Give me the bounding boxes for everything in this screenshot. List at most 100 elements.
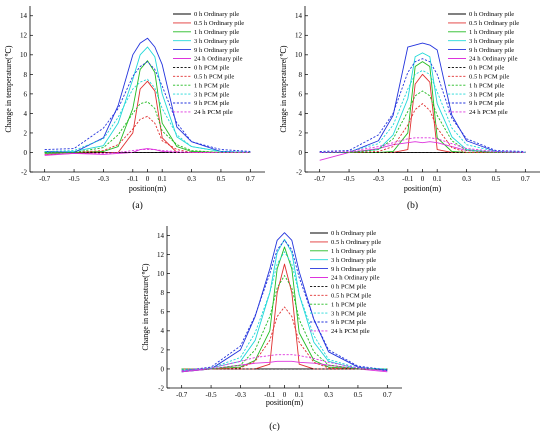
legend-label: 3 h PCM pile bbox=[331, 310, 366, 317]
chart-panel-c: -2 0 2 4 6 8 10 12 14 -0.7 -0.5 -0.3 -0.1 0 0.1 0.3 0.5 0… bbox=[141, 226, 402, 432]
y-tick-label: 10 bbox=[295, 51, 303, 59]
x-tick-label: -0.1 bbox=[264, 391, 276, 399]
x-axis-label: position(m) bbox=[404, 184, 442, 193]
legend-label: 0.5 h Ordinary pile bbox=[469, 20, 519, 27]
legend-label: 24 h Ordinary pile bbox=[469, 56, 518, 63]
x-tick-label: 0.7 bbox=[246, 175, 255, 183]
series-line bbox=[319, 58, 526, 152]
series-line bbox=[181, 306, 388, 370]
legend-label: 9 h PCM pile bbox=[469, 100, 504, 107]
legend-label: 9 h Ordinary pile bbox=[194, 47, 239, 54]
y-tick-label: 14 bbox=[20, 12, 28, 20]
x-tick-label: 0.3 bbox=[324, 391, 333, 399]
y-tick-label: 10 bbox=[20, 51, 28, 59]
legend-label: 9 h Ordinary pile bbox=[469, 47, 514, 54]
chart-panel-b: -2 0 2 4 6 8 10 12 14 -0.7 -0.5 -0.3 -0.1 0 0.1 0.3 0.5 0… bbox=[279, 6, 540, 211]
x-tick-label: 0.1 bbox=[295, 391, 304, 399]
legend-label: 0.5 h Ordinary pile bbox=[331, 239, 381, 246]
y-tick-label: 8 bbox=[24, 71, 28, 79]
y-tick-label: 0 bbox=[24, 149, 28, 157]
series-line bbox=[44, 115, 251, 153]
x-tick-label: -0.5 bbox=[69, 175, 81, 183]
x-tick-label: -0.1 bbox=[402, 175, 414, 183]
panel-label: (b) bbox=[407, 200, 418, 211]
x-axis-label: position(m) bbox=[266, 398, 304, 407]
x-tick-label: -0.5 bbox=[206, 391, 218, 399]
legend-label: 9 h PCM pile bbox=[194, 100, 229, 107]
legend-label: 0 h Ordinary pile bbox=[194, 11, 239, 18]
y-tick-label: 6 bbox=[24, 90, 28, 98]
legend-label: 9 h PCM pile bbox=[331, 319, 366, 326]
legend-label: 24 h PCM pile bbox=[331, 328, 370, 335]
legend-label: 1 h PCM pile bbox=[469, 82, 504, 89]
x-tick-label: -0.5 bbox=[344, 175, 356, 183]
y-tick-label: -2 bbox=[296, 168, 302, 176]
legend-label: 0.5 h Ordinary pile bbox=[194, 20, 244, 27]
series-line bbox=[319, 42, 526, 153]
x-tick-label: -0.3 bbox=[235, 391, 247, 399]
x-tick-label: -0.3 bbox=[373, 175, 385, 183]
chart-panel-a: -2 0 2 4 6 8 10 12 14 -0.7 -0.5 -0.3 -0.1 0 0.1 0.3 0.5 0… bbox=[4, 6, 265, 211]
x-tick-label: 0.3 bbox=[187, 175, 196, 183]
legend-label: 1 h Ordinary pile bbox=[194, 29, 239, 36]
legend-label: 0 h Ordinary pile bbox=[331, 230, 376, 237]
series-line bbox=[44, 148, 251, 156]
legend-label: 0.5 h PCM pile bbox=[194, 74, 234, 81]
legend-label: 3 h PCM pile bbox=[469, 91, 504, 98]
y-tick-label: 0 bbox=[161, 365, 165, 373]
series-line bbox=[181, 251, 388, 371]
y-tick-label: 6 bbox=[299, 90, 303, 98]
legend-label: 3 h PCM pile bbox=[194, 91, 229, 98]
legend-label: 0.5 h PCM pile bbox=[469, 74, 509, 81]
x-tick-label: -0.7 bbox=[176, 391, 188, 399]
x-tick-label: -0.7 bbox=[39, 175, 51, 183]
y-tick-label: 8 bbox=[161, 289, 165, 297]
legend-label: 1 h Ordinary pile bbox=[469, 29, 514, 36]
x-tick-label: 0.1 bbox=[433, 175, 442, 183]
series-line bbox=[44, 61, 251, 152]
y-tick-label: 8 bbox=[299, 71, 303, 79]
legend-label: 0 h Ordinary pile bbox=[469, 11, 514, 18]
x-tick-label: 0.5 bbox=[354, 391, 363, 399]
y-axis-label: Change in temperature(℃) bbox=[279, 45, 288, 133]
y-axis-label: Change in temperature(℃) bbox=[141, 263, 150, 351]
legend-label: 1 h PCM pile bbox=[331, 301, 366, 308]
y-tick-label: -2 bbox=[158, 384, 164, 392]
y-tick-label: 12 bbox=[295, 32, 303, 40]
series-line bbox=[319, 103, 526, 153]
legend-label: 24 h Ordinary pile bbox=[331, 275, 380, 282]
series-line bbox=[319, 69, 526, 153]
series-line bbox=[44, 101, 251, 153]
y-tick-label: 0 bbox=[299, 149, 303, 157]
x-tick-label: 0.3 bbox=[462, 175, 471, 183]
y-tick-label: 4 bbox=[24, 110, 28, 118]
legend-label: 3 h Ordinary pile bbox=[331, 257, 376, 264]
y-tick-label: 2 bbox=[299, 129, 303, 137]
series-line bbox=[44, 78, 251, 153]
legend-label: 1 h PCM pile bbox=[194, 82, 229, 89]
series-line bbox=[181, 232, 388, 373]
y-tick-label: 14 bbox=[157, 232, 165, 240]
x-tick-label: 0.7 bbox=[521, 175, 530, 183]
panel-label: (a) bbox=[132, 200, 143, 211]
y-tick-label: 4 bbox=[161, 327, 165, 335]
legend-label: 0.5 h PCM pile bbox=[331, 293, 371, 300]
panel-label: (c) bbox=[269, 421, 280, 432]
series-line bbox=[44, 60, 251, 154]
x-tick-label: 0 bbox=[421, 175, 425, 183]
legend-label: 24 h Ordinary pile bbox=[194, 56, 243, 63]
x-tick-label: -0.7 bbox=[314, 175, 326, 183]
y-tick-label: 4 bbox=[299, 110, 303, 118]
y-tick-label: 12 bbox=[20, 32, 28, 40]
legend-label: 24 h PCM pile bbox=[469, 109, 508, 116]
y-tick-label: 12 bbox=[157, 251, 165, 259]
x-tick-label: 0.7 bbox=[383, 391, 392, 399]
series-line bbox=[44, 149, 251, 155]
legend-label: 3 h Ordinary pile bbox=[194, 38, 239, 45]
y-tick-label: 14 bbox=[295, 12, 303, 20]
y-tick-label: 10 bbox=[157, 270, 165, 278]
x-tick-label: 0.1 bbox=[158, 175, 167, 183]
legend-label: 0 h PCM pile bbox=[331, 284, 366, 291]
y-axis-label: Change in temperature(℃) bbox=[4, 45, 13, 133]
y-tick-label: 6 bbox=[161, 308, 165, 316]
